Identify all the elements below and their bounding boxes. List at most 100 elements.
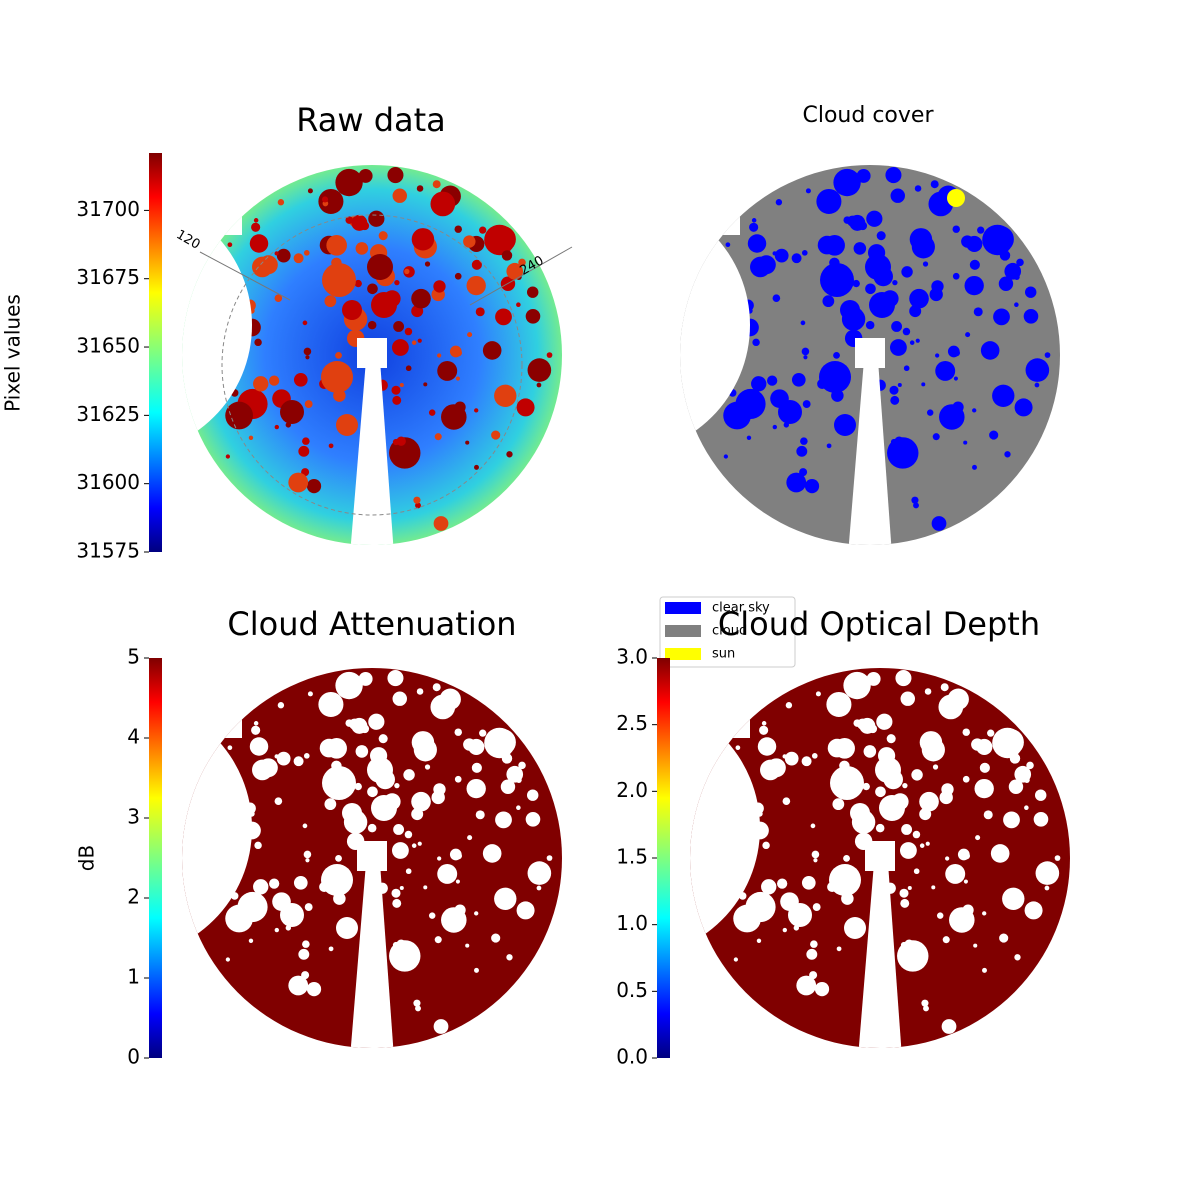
blob — [791, 253, 802, 264]
blob — [276, 751, 291, 766]
blob — [824, 235, 845, 256]
blob — [546, 855, 553, 861]
blob — [775, 199, 783, 206]
blob — [853, 719, 862, 727]
blob — [865, 320, 875, 330]
blob — [788, 903, 812, 927]
blob — [820, 263, 854, 297]
blob — [902, 268, 908, 275]
blob — [810, 823, 816, 829]
blob — [843, 854, 850, 862]
blob — [399, 382, 404, 387]
blob — [974, 778, 994, 799]
legend-label: clear sky — [712, 601, 770, 616]
blob — [912, 771, 918, 778]
blob — [915, 338, 920, 343]
blob — [935, 360, 956, 381]
blob — [525, 308, 541, 324]
panel-title: Cloud Attenuation — [227, 605, 516, 643]
legend-swatch — [665, 625, 701, 637]
blob — [391, 888, 401, 898]
blob — [832, 798, 845, 811]
blob — [321, 196, 329, 203]
obstruction — [690, 668, 750, 738]
blob — [894, 436, 904, 446]
blob — [900, 898, 910, 908]
blob — [772, 251, 777, 256]
blob — [274, 424, 280, 430]
blob — [324, 295, 337, 308]
blob — [962, 728, 970, 736]
blob — [940, 683, 949, 692]
image-content — [680, 165, 1060, 545]
blob — [404, 830, 413, 839]
blob — [437, 353, 442, 358]
blob — [999, 933, 1009, 943]
blob — [733, 904, 762, 933]
blob — [999, 250, 1011, 261]
blob — [354, 279, 362, 288]
blob — [829, 864, 861, 896]
blob — [875, 823, 885, 833]
blob — [1009, 753, 1021, 764]
blob — [322, 766, 356, 800]
blob — [482, 844, 502, 863]
blob — [303, 850, 312, 859]
blob — [479, 729, 487, 737]
colorbar-tick-label: 31575 — [76, 539, 140, 563]
blob — [895, 670, 912, 687]
blob — [973, 307, 983, 317]
colorbar-tick-label: 0.5 — [616, 978, 648, 1002]
panel-title: Cloud Optical Depth — [718, 605, 1040, 643]
blob — [961, 235, 974, 248]
blob — [1003, 811, 1020, 829]
blob — [804, 478, 820, 494]
blob — [751, 376, 767, 392]
blob — [306, 981, 322, 997]
blob — [862, 782, 870, 791]
blob — [909, 228, 933, 251]
blob — [318, 691, 344, 717]
blob — [865, 283, 876, 295]
blob — [767, 375, 778, 386]
blob — [430, 694, 456, 720]
blob — [750, 256, 771, 278]
blob — [387, 167, 404, 184]
blob — [482, 341, 502, 360]
blob — [463, 738, 476, 751]
blob — [302, 823, 308, 829]
blob — [455, 376, 460, 381]
blob — [424, 261, 431, 267]
blob — [454, 225, 462, 233]
blob — [342, 176, 352, 185]
blob — [1034, 382, 1040, 388]
blob — [274, 754, 279, 759]
blob — [404, 327, 413, 336]
blob — [891, 321, 903, 332]
blob — [1008, 779, 1024, 794]
blob — [455, 879, 460, 884]
blob — [774, 248, 789, 263]
blob — [909, 288, 929, 309]
blob — [474, 464, 479, 470]
colorbar-tick-label: 31700 — [76, 197, 140, 221]
blob — [355, 745, 369, 758]
blob — [971, 738, 984, 751]
blob — [416, 185, 424, 192]
legend-label: sun — [712, 647, 735, 662]
blob — [914, 185, 922, 192]
blob — [890, 395, 900, 405]
blob — [938, 694, 964, 720]
blob — [432, 683, 441, 692]
blob — [902, 327, 911, 336]
blob — [392, 188, 407, 203]
image-content — [690, 668, 1070, 1048]
blob — [747, 234, 767, 253]
blob — [305, 355, 310, 360]
blob — [413, 999, 421, 1007]
blob — [992, 384, 1015, 407]
blob — [358, 671, 373, 686]
blob — [335, 351, 342, 359]
blob — [890, 188, 905, 203]
blob — [786, 472, 807, 493]
